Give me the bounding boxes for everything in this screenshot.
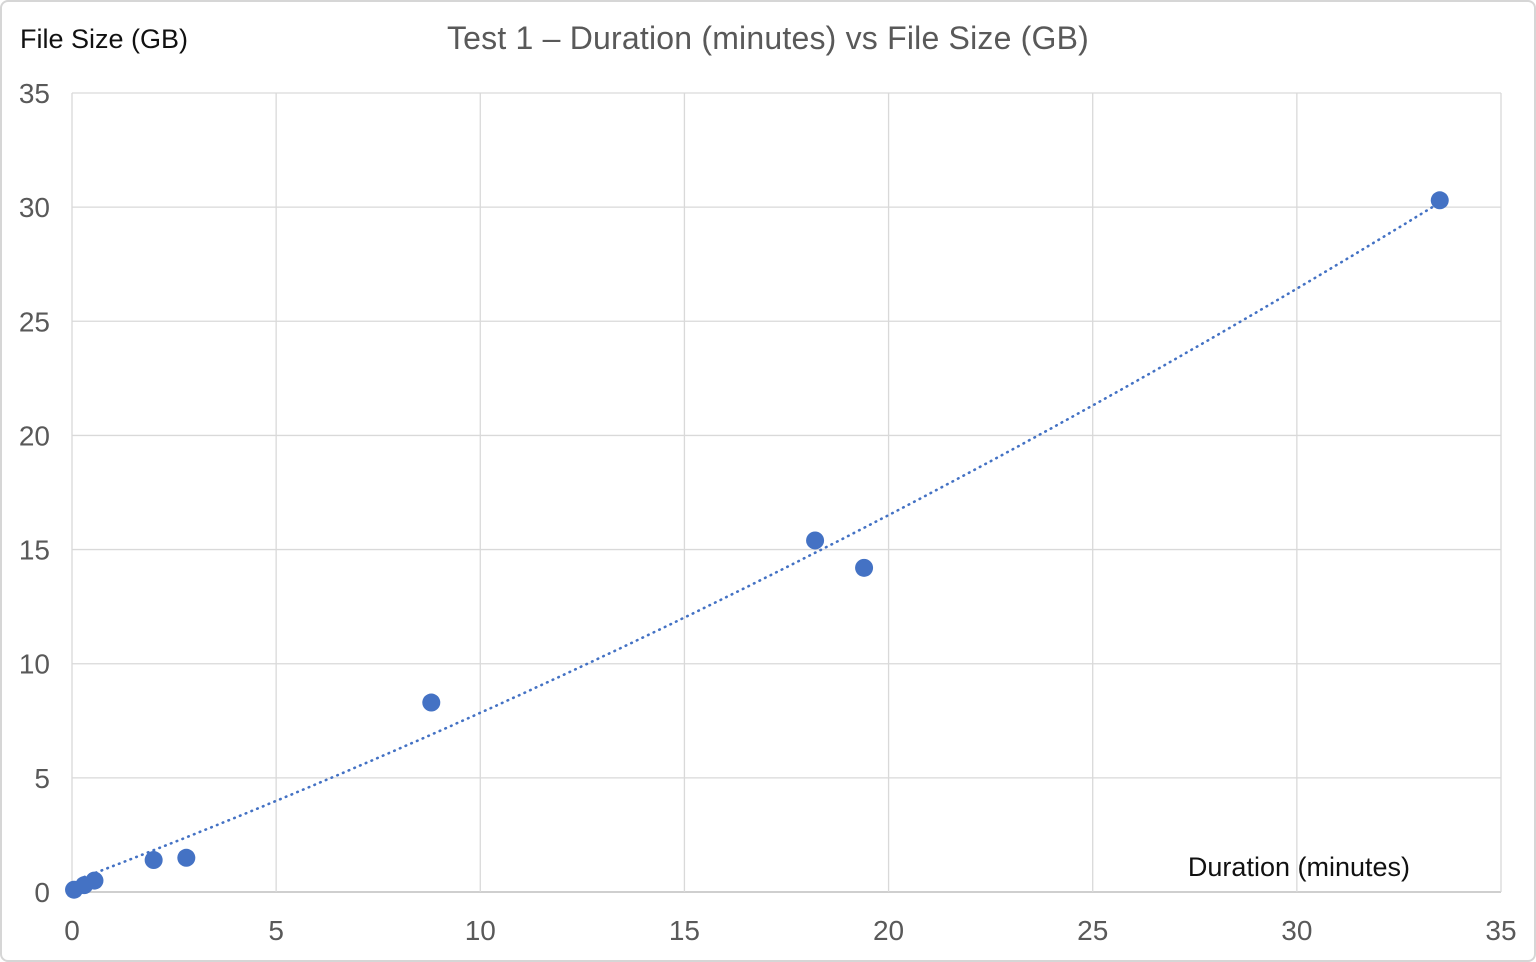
x-tick-label: 20 xyxy=(873,915,904,946)
y-tick-label: 20 xyxy=(19,420,50,451)
y-tick-label: 30 xyxy=(19,192,50,223)
x-axis-title: Duration (minutes) xyxy=(1187,852,1410,882)
y-tick-label: 25 xyxy=(19,306,50,337)
x-tick-label: 30 xyxy=(1281,915,1312,946)
y-tick-label: 15 xyxy=(19,535,50,566)
y-tick-label: 10 xyxy=(19,649,50,680)
y-axis-title: File Size (GB) xyxy=(20,24,189,54)
x-tick-label: 0 xyxy=(64,915,80,946)
x-tick-label: 5 xyxy=(268,915,284,946)
data-point xyxy=(85,871,104,890)
x-tick-label: 25 xyxy=(1077,915,1108,946)
data-point xyxy=(422,693,441,712)
data-point xyxy=(806,531,825,550)
y-tick-label: 5 xyxy=(34,763,50,794)
y-tick-label: 0 xyxy=(34,877,50,908)
trendline xyxy=(82,202,1439,879)
x-tick-label: 35 xyxy=(1485,915,1516,946)
chart-title: Test 1 – Duration (minutes) vs File Size… xyxy=(446,20,1090,56)
x-tick-label: 10 xyxy=(465,915,496,946)
y-tick-label: 35 xyxy=(19,78,50,109)
x-tick-label: 15 xyxy=(669,915,700,946)
data-point xyxy=(144,851,163,870)
data-point xyxy=(177,848,196,867)
data-point xyxy=(1430,191,1449,210)
data-point xyxy=(855,558,874,577)
